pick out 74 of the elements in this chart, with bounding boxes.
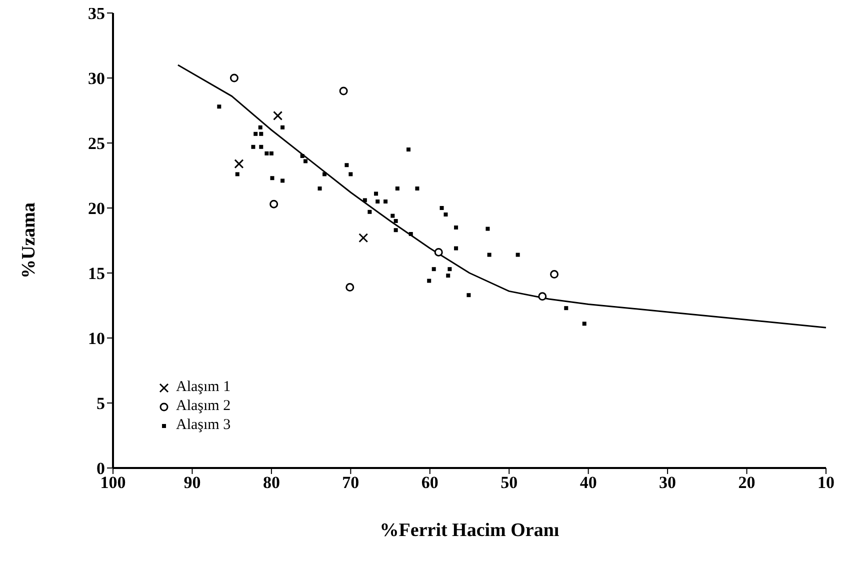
point xyxy=(440,206,444,210)
y-tick-label: 30 xyxy=(88,69,105,88)
x-tick-label: 60 xyxy=(421,473,438,492)
x-tick-label: 20 xyxy=(738,473,756,492)
point xyxy=(394,228,398,232)
point xyxy=(538,292,547,301)
point xyxy=(406,148,410,152)
point xyxy=(251,144,256,149)
point xyxy=(448,267,452,272)
point xyxy=(300,154,304,158)
point xyxy=(254,132,258,136)
point xyxy=(395,186,400,190)
point xyxy=(454,226,458,230)
point xyxy=(344,163,349,168)
point xyxy=(346,283,354,292)
y-tick-label: 20 xyxy=(88,199,105,218)
point xyxy=(230,74,238,82)
point xyxy=(550,270,559,279)
point xyxy=(564,306,568,310)
x-axis-title: %Ferrit Hacim Oranı xyxy=(380,520,560,541)
legend-label: Alaşım 2 xyxy=(176,397,231,416)
x-tick-label: 10 xyxy=(818,473,834,492)
point xyxy=(270,176,274,180)
point xyxy=(318,186,322,190)
point xyxy=(454,246,458,250)
y-tick-label: 10 xyxy=(88,329,105,348)
line-series xyxy=(177,64,826,328)
point xyxy=(434,248,443,256)
point xyxy=(582,322,586,326)
x-tick-label: 90 xyxy=(184,473,201,492)
point xyxy=(269,151,274,156)
point xyxy=(259,144,264,149)
y-axis-title: %Uzama xyxy=(18,202,40,278)
y-tick-label: 15 xyxy=(88,264,105,284)
point xyxy=(376,200,380,204)
point xyxy=(516,252,520,257)
point xyxy=(432,267,436,272)
point xyxy=(362,198,367,202)
x-tick-label: 70 xyxy=(342,473,360,492)
point xyxy=(384,200,388,204)
point xyxy=(487,252,492,257)
y-tick-label: 35 xyxy=(88,4,105,24)
point xyxy=(408,232,413,236)
point xyxy=(264,151,269,156)
point xyxy=(339,86,348,96)
point xyxy=(322,172,327,176)
y-tick-label: 5 xyxy=(96,394,105,414)
x-tick-label: 40 xyxy=(580,473,597,492)
point xyxy=(446,274,450,278)
point xyxy=(415,186,420,190)
point xyxy=(270,200,278,208)
point xyxy=(258,125,262,130)
point xyxy=(235,172,240,176)
legend-label: Alaşım 3 xyxy=(176,416,231,435)
point xyxy=(280,125,285,130)
y-tick-label: 25 xyxy=(88,134,105,154)
point xyxy=(259,132,264,136)
point xyxy=(466,293,471,298)
point xyxy=(390,214,395,218)
point xyxy=(280,178,285,183)
point xyxy=(348,172,353,176)
point xyxy=(444,212,448,216)
x-tick-label: 100 xyxy=(100,473,126,492)
point xyxy=(304,159,308,164)
point xyxy=(486,226,490,231)
x-tick-label: 50 xyxy=(500,473,518,492)
point xyxy=(374,192,378,196)
point xyxy=(368,210,372,214)
legend-label: Alaşım 1 xyxy=(176,378,231,397)
point xyxy=(217,104,222,109)
point xyxy=(427,278,432,283)
point xyxy=(394,219,398,223)
x-tick-label: 80 xyxy=(262,473,280,492)
x-tick-label: 30 xyxy=(659,473,676,492)
